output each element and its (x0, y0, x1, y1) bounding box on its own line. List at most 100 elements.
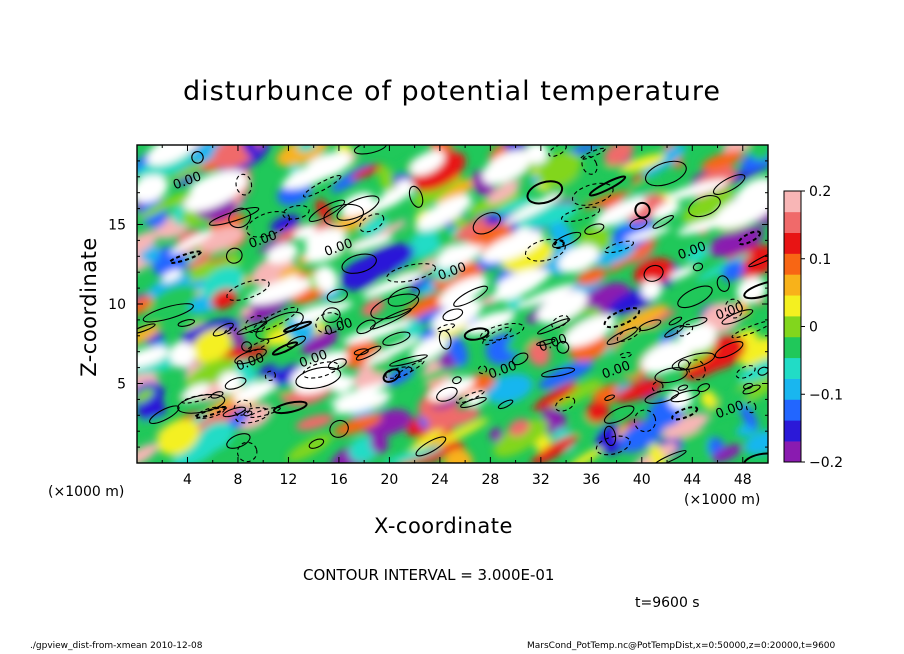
contour-line (633, 409, 657, 433)
contour-line (731, 320, 768, 339)
contour-line (282, 204, 310, 220)
field-white-region (340, 192, 374, 217)
field-blob (615, 304, 668, 333)
field-white-region (311, 301, 353, 317)
footer-left-text: ./gpview_dist-from-xmean 2010-12-08 (30, 641, 203, 651)
field-blob (244, 344, 269, 359)
colorbar-swatch (784, 232, 801, 254)
contour-line (463, 327, 490, 341)
field-white-region (495, 268, 550, 294)
field-white-region (438, 275, 488, 308)
colorbar-swatch (784, 316, 801, 338)
y-tick-label: 5 (117, 377, 126, 393)
contour-line (603, 425, 617, 447)
field-blob (708, 226, 764, 257)
field-white-region (416, 194, 472, 231)
field-blob (137, 323, 161, 348)
field-blob (576, 267, 607, 285)
contour-line (652, 215, 674, 229)
field-blob (212, 145, 262, 169)
contour-line (745, 401, 757, 414)
field-blob (137, 192, 186, 221)
field-blob (696, 253, 751, 282)
field-blob (586, 401, 610, 423)
field-blob (721, 260, 745, 282)
field-blob (207, 248, 237, 260)
contour-line (177, 319, 196, 327)
contour-line (302, 361, 339, 379)
field-blob (191, 404, 240, 438)
field-white-region (410, 150, 445, 176)
contour-line (453, 285, 489, 307)
field-white-region (304, 228, 346, 252)
field-white-region (427, 376, 475, 401)
contour-line (382, 331, 411, 346)
field-blob (541, 408, 567, 435)
contour-line (341, 253, 377, 274)
contour-line (438, 329, 452, 350)
contour-line (286, 335, 307, 348)
field-blob (436, 176, 480, 207)
contour-interval-text: CONTOUR INTERVAL = 3.000E-01 (303, 566, 555, 584)
field-blob (454, 217, 488, 242)
field-blob (619, 309, 677, 338)
field-white-region (558, 244, 599, 273)
contour-line (255, 311, 304, 340)
field-white-region (380, 188, 403, 201)
field-blob (137, 395, 166, 423)
field-blob (686, 245, 709, 264)
field-white-region (169, 341, 196, 368)
contour-line (536, 338, 556, 346)
field-white-region (536, 290, 588, 324)
field-white-region (247, 278, 312, 305)
contour-line (619, 352, 632, 359)
contour-line (671, 352, 716, 371)
field-blob (537, 151, 582, 188)
colorbar-tick-label: 0.1 (809, 252, 831, 268)
colorbar-swatch (784, 211, 801, 233)
colorbar-swatch (784, 399, 801, 421)
field-blob (229, 327, 245, 348)
field-white-region (184, 173, 248, 212)
contour-line (638, 319, 662, 332)
contour-line (677, 384, 689, 391)
field-blob (568, 447, 603, 463)
contour-line (387, 286, 420, 307)
field-blob (486, 180, 521, 204)
field-blob (256, 364, 278, 377)
contour-line (137, 323, 156, 335)
contour-line (653, 450, 687, 463)
time-label: t=9600 s (635, 595, 700, 611)
field-white-region (233, 380, 276, 403)
contour-line (302, 174, 342, 198)
field-blob (137, 152, 196, 180)
field-blob (737, 337, 768, 367)
contour-line (394, 360, 425, 379)
contour-line (323, 203, 365, 227)
contour-line (497, 399, 514, 410)
field-white-region (342, 320, 411, 344)
field-blob (747, 145, 768, 161)
contour-line (634, 201, 651, 219)
field-white-region (170, 230, 213, 255)
contour-line (149, 405, 180, 425)
field-white-region (525, 145, 549, 165)
contour-line (692, 262, 704, 272)
field-blob (550, 379, 603, 409)
contour-line (757, 366, 768, 376)
x-tick-label: 44 (683, 472, 701, 488)
contour-line (606, 327, 638, 345)
contour-line (588, 175, 627, 197)
field-blob (608, 237, 659, 273)
contour-line (712, 174, 746, 195)
contour-line (235, 407, 270, 424)
field-white-region (641, 340, 693, 374)
field-white-region (518, 283, 575, 308)
field-blob (356, 243, 415, 278)
field-blob (426, 408, 481, 431)
field-blob (700, 390, 718, 409)
field-blob (712, 444, 742, 463)
contour-line (551, 315, 569, 329)
contour-line (246, 211, 291, 238)
colorbar-tick-label: 0 (809, 320, 818, 336)
